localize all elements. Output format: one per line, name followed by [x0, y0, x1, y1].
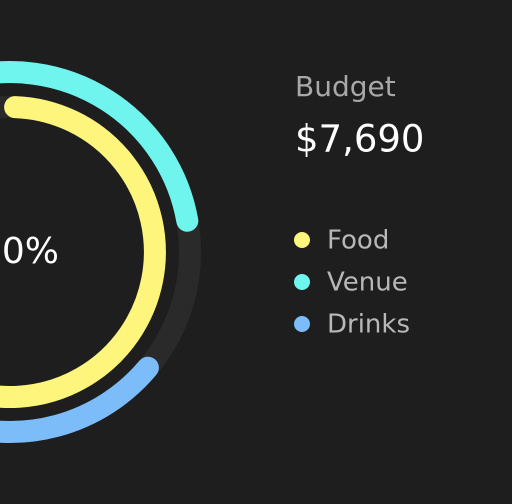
- legend-label: Venue: [327, 268, 408, 298]
- legend-label: Drinks: [327, 310, 410, 340]
- budget-label: Budget: [295, 70, 396, 103]
- food-arc: [0, 96, 166, 409]
- drinks-arc: [0, 356, 159, 443]
- budget-amount: $7,690: [295, 118, 424, 161]
- legend-dot: [294, 274, 310, 290]
- legend: Food Venue Drinks: [294, 226, 410, 340]
- legend-dot: [294, 316, 310, 332]
- legend-label: Food: [327, 226, 389, 256]
- center-label: 0%: [2, 231, 59, 272]
- venue-arc: [0, 61, 199, 232]
- legend-dot: [294, 232, 310, 248]
